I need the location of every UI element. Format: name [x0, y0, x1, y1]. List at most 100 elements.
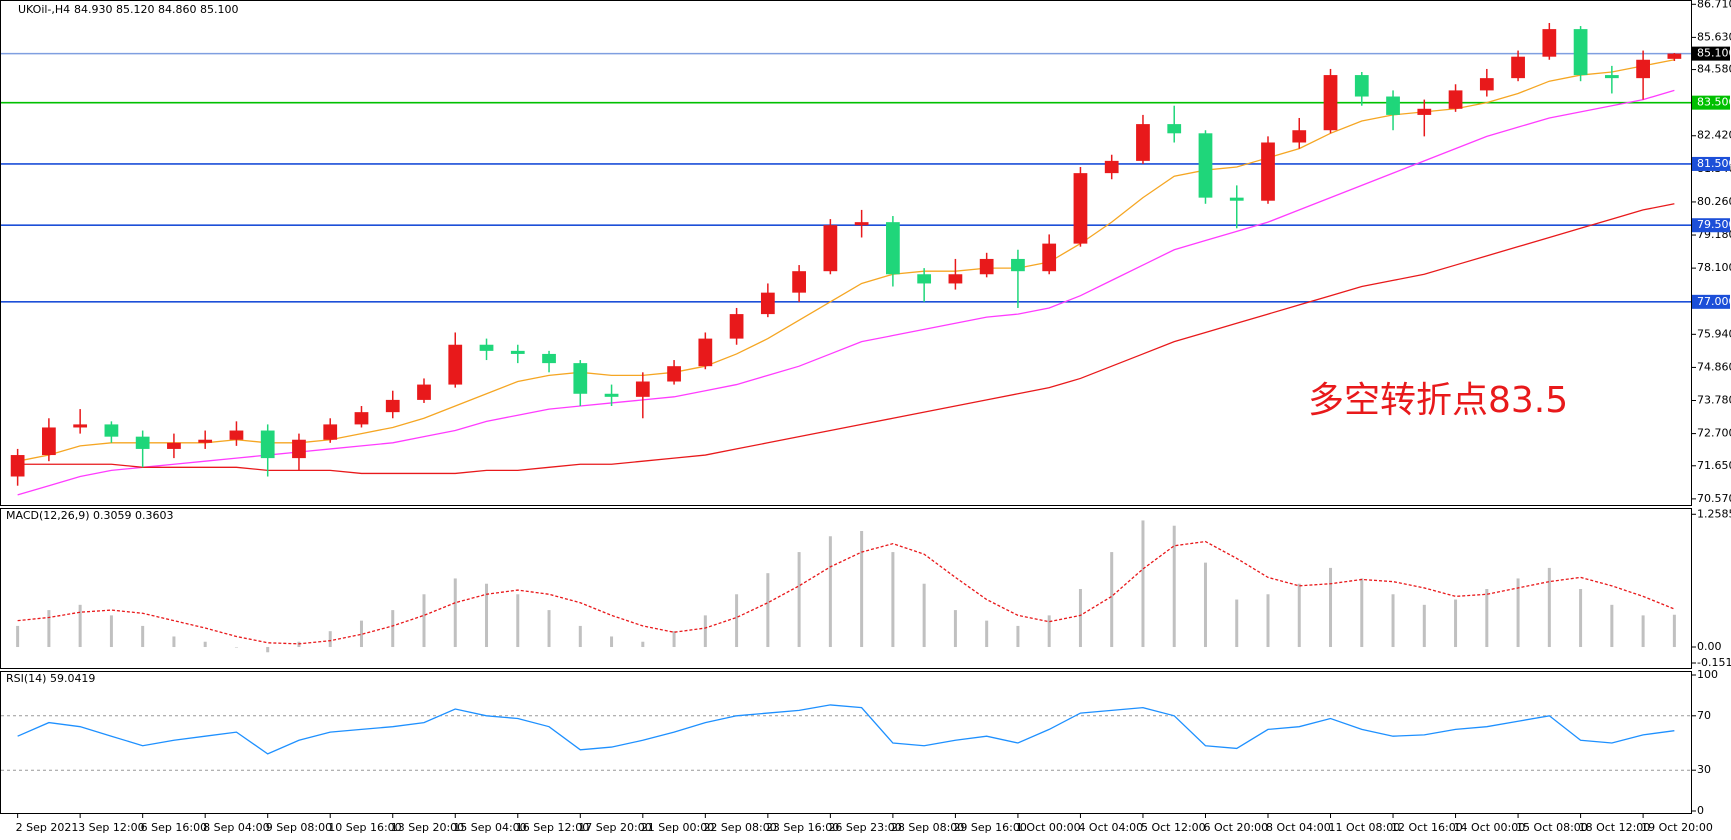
macd-bar — [985, 620, 989, 648]
candle-body — [1479, 78, 1494, 91]
level-label: 81.500 — [1697, 157, 1731, 170]
x-tick-label: 6 Sep 16:00 — [141, 821, 207, 834]
macd-bar — [1641, 615, 1645, 648]
macd-bar — [1016, 625, 1020, 648]
macd-bar — [891, 552, 895, 648]
candle-body — [886, 222, 900, 275]
macd-bar — [391, 610, 395, 648]
moving-average — [17, 203, 1675, 475]
macd-bar — [735, 594, 739, 648]
level-label: 83.500 — [1697, 96, 1731, 109]
macd-bar — [1266, 594, 1270, 648]
y-tick-label: 70 — [1697, 709, 1711, 722]
macd-bar — [641, 641, 645, 648]
candle-body — [573, 363, 588, 394]
macd-bar — [672, 631, 676, 648]
candle-body — [948, 274, 963, 284]
candle-body — [1542, 29, 1557, 57]
candle-body — [135, 436, 150, 449]
candle-body — [510, 350, 525, 354]
macd-bar — [203, 641, 207, 648]
y-tick-label: 70.570 — [1697, 492, 1731, 505]
candle-body — [1636, 59, 1650, 79]
macd-bar — [1141, 520, 1145, 648]
candle-body — [10, 455, 25, 477]
macd-bar — [266, 647, 270, 653]
candle-body — [1386, 96, 1400, 115]
candle-body — [104, 424, 119, 437]
rsi-line — [17, 704, 1675, 755]
x-tick-label: 2 Sep 2021 — [16, 821, 79, 834]
macd-bar — [1454, 599, 1458, 648]
candle-body — [229, 430, 244, 440]
x-tick-label: 26 Sep 23:00 — [828, 821, 901, 834]
x-tick-label: 15 Sep 04:00 — [453, 821, 526, 834]
x-tick-label: 14 Oct 00:00 — [1454, 821, 1526, 834]
macd-bar — [516, 594, 520, 648]
x-tick-label: 15 Oct 08:00 — [1516, 821, 1588, 834]
candle-body — [417, 384, 431, 400]
macd-bar — [1329, 567, 1333, 648]
chart-title: UKOil-,H4 — [18, 3, 70, 16]
level-label: 77.000 — [1697, 295, 1731, 308]
macd-bar — [328, 631, 332, 648]
macd-bar — [172, 636, 176, 648]
level-label-box — [1692, 218, 1730, 233]
level-label-box — [1692, 294, 1730, 309]
macd-bar — [703, 615, 707, 648]
macd-bar — [359, 620, 363, 648]
y-tick-label: 84.580 — [1697, 63, 1731, 76]
rsi-title: RSI(14) 59.0419 — [6, 672, 95, 685]
x-tick-label: 3 Sep 12:00 — [78, 821, 144, 834]
macd-bar — [610, 636, 614, 648]
level-label-box — [1692, 46, 1730, 61]
level-label: 85.100 — [1697, 47, 1731, 60]
macd-bar — [797, 552, 801, 648]
macd-bar — [47, 610, 51, 648]
macd-bar — [766, 573, 770, 648]
annotation: 多空转折点83.5 — [1308, 380, 1568, 421]
x-tick-label: 8 Sep 04:00 — [203, 821, 269, 834]
macd-bar — [453, 578, 457, 648]
candle-body — [667, 366, 681, 382]
y-tick-label: 71.650 — [1697, 459, 1731, 472]
x-tick-label: 16 Sep 12:00 — [516, 821, 589, 834]
x-tick-label: 29 Sep 16:00 — [953, 821, 1026, 834]
candle-body — [1042, 243, 1057, 272]
y-tick-label: 82.420 — [1697, 129, 1731, 142]
candle-body — [1198, 133, 1213, 198]
candle-body — [792, 271, 806, 293]
y-tick-label: 1.2585 — [1697, 507, 1731, 520]
y-tick-label: -0.1516 — [1697, 656, 1731, 669]
macd-bar — [16, 625, 20, 648]
x-tick-label: 28 Sep 08:00 — [891, 821, 964, 834]
candle-body — [604, 393, 619, 397]
candle-body — [354, 412, 369, 425]
macd-bar — [1672, 614, 1676, 648]
x-tick-label: 23 Sep 16:00 — [766, 821, 839, 834]
y-tick-label: 30 — [1697, 763, 1711, 776]
candle-body — [1261, 142, 1275, 201]
y-tick-label: 74.860 — [1697, 360, 1731, 373]
candle-body — [1667, 53, 1682, 59]
macd-bar — [1485, 589, 1489, 648]
y-tick-label: 0.00 — [1697, 640, 1722, 653]
x-tick-label: 5 Oct 12:00 — [1141, 821, 1206, 834]
macd-bar — [1547, 567, 1551, 648]
candle-body — [1104, 160, 1119, 174]
macd-bar — [1579, 589, 1583, 648]
macd-bar — [578, 625, 582, 648]
macd-bar — [141, 625, 145, 648]
candle-body — [385, 399, 400, 413]
x-tick-label: 4 Oct 04:00 — [1078, 821, 1143, 834]
candle-body — [823, 225, 838, 272]
macd-bar — [1391, 594, 1395, 648]
level-label: 79.500 — [1697, 218, 1731, 231]
candle-body — [323, 424, 338, 440]
macd-bar — [547, 610, 551, 648]
candle-body — [1604, 75, 1619, 79]
macd-bar — [1516, 578, 1520, 648]
x-tick-label: 6 Oct 20:00 — [1203, 821, 1268, 834]
